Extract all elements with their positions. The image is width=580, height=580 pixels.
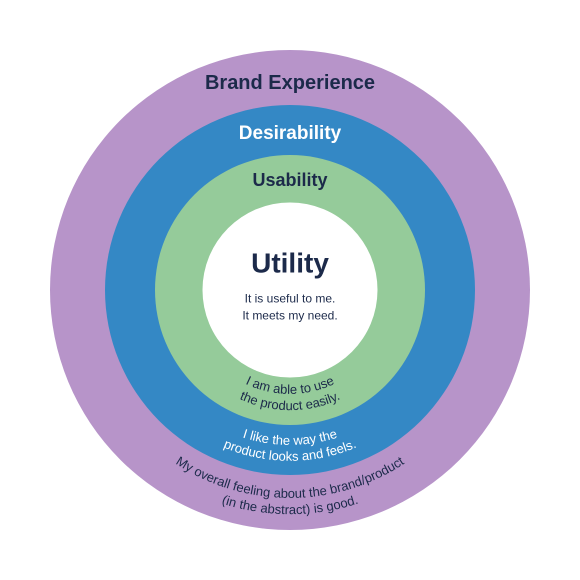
ring-utility: Utility It is useful to me. It meets my … — [203, 203, 378, 378]
ring-desirability-title: Desirability — [239, 123, 341, 145]
ring-utility-desc: It is useful to me. It meets my need. — [210, 291, 370, 326]
ring-brand-title: Brand Experience — [205, 72, 375, 95]
utility-desc-line2: It meets my need. — [242, 309, 337, 323]
ring-utility-title: Utility — [251, 248, 329, 280]
utility-desc-line1: It is useful to me. — [245, 292, 336, 306]
ring-usability-title: Usability — [252, 170, 327, 191]
